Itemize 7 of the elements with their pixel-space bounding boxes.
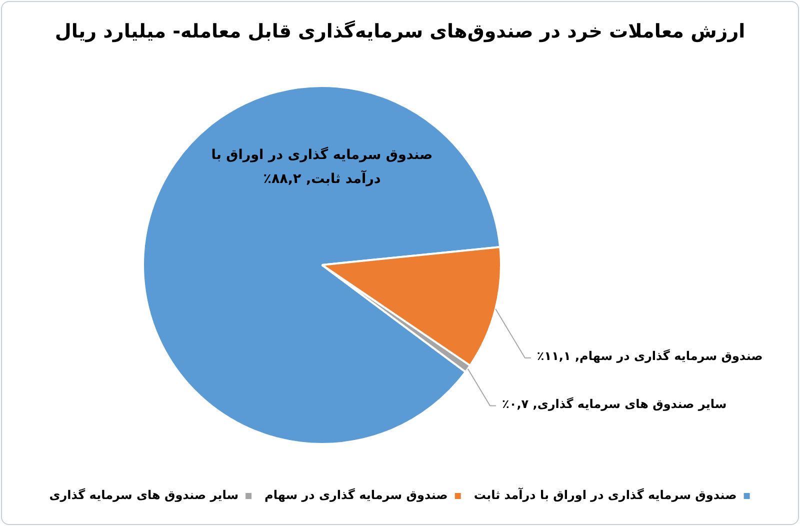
legend-label: سایر صندوق های سرمایه گذاری	[49, 488, 239, 502]
legend-label: صندوق سرمایه گذاری در اوراق با درآمد ثابت	[474, 487, 737, 502]
data-label: صندوق سرمایه گذاری در اوراق با درآمد ثابت, ۸۸,۲٪	[211, 146, 433, 187]
chart-title: ارزش معاملات خرد در صندوق‌های سرمایه‌گذاری قابل معامله- میلیارد ریال	[54, 19, 746, 42]
legend-label: صندوق سرمایه گذاری در سهام	[264, 488, 448, 502]
data-label: صندوق سرمایه گذاری در سهام, ۱۱,۱٪	[536, 349, 763, 364]
data-label: سایر صندوق های سرمایه گذاری, ۰,۷٪	[502, 396, 727, 411]
